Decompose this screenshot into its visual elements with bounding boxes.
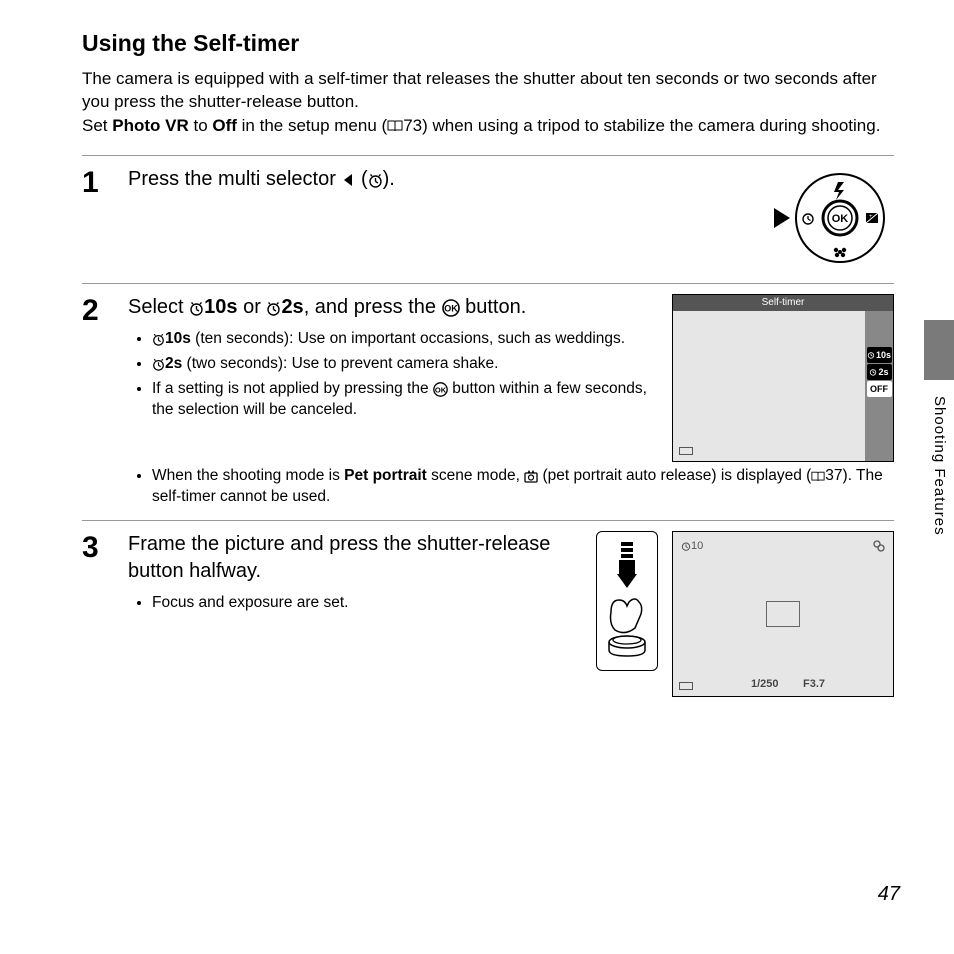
s2-10s: 10s bbox=[204, 296, 237, 318]
timer-icon bbox=[681, 541, 691, 551]
left-triangle-icon bbox=[341, 173, 355, 187]
battery-icon bbox=[679, 447, 693, 455]
svg-text:OK: OK bbox=[435, 385, 447, 394]
step-1-text-b: ( bbox=[355, 168, 367, 190]
intro-line1: The camera is equipped with a self-timer… bbox=[82, 69, 877, 111]
bullet-pet: When the shooting mode is Pet portrait s… bbox=[152, 466, 894, 508]
pet-portrait-icon bbox=[524, 470, 538, 483]
timer-icon bbox=[189, 301, 204, 316]
step-2: 2 Select 10s or 2s, and press the OK but… bbox=[82, 283, 894, 512]
shutter-press-figure bbox=[596, 531, 658, 671]
screen-side-options: 10s 2s OFF bbox=[865, 311, 893, 461]
side-tab bbox=[924, 320, 954, 380]
opt-10s-label: 10s bbox=[876, 350, 891, 360]
step-3: 3 Frame the picture and press the shutte… bbox=[82, 520, 894, 697]
sc-timer: 10 bbox=[691, 540, 703, 552]
s2-or: or bbox=[238, 296, 267, 318]
camera-screen-shooting: 10 1/250 F3.7 bbox=[672, 531, 894, 697]
step-3-bullets: Focus and exposure are set. bbox=[128, 593, 578, 614]
intro-off: Off bbox=[212, 116, 237, 135]
b4b: scene mode, bbox=[427, 467, 524, 484]
page-title: Using the Self-timer bbox=[82, 30, 894, 57]
step-1-figure: OK + bbox=[768, 166, 894, 275]
b2b: (two seconds): Use to prevent camera sha… bbox=[182, 355, 498, 372]
b4c: (pet portrait auto release) is displayed… bbox=[538, 467, 811, 484]
intro-part-b: in the setup menu ( bbox=[237, 116, 387, 135]
opt-2s-label: 2s bbox=[878, 367, 888, 377]
step-3-number: 3 bbox=[82, 533, 108, 697]
ok-button-icon: OK bbox=[433, 382, 448, 397]
step-1-text-c: ). bbox=[383, 168, 395, 190]
step-2-figure: Self-timer 10s 2s OFF bbox=[672, 294, 894, 462]
s2-head-b: , and press the bbox=[304, 296, 442, 318]
step-2-number: 2 bbox=[82, 296, 108, 512]
timer-icon bbox=[266, 301, 281, 316]
screen-timer-indicator: 10 bbox=[681, 540, 703, 552]
step-3-figures: 10 1/250 F3.7 bbox=[596, 531, 894, 697]
step-2-bullets-cont: When the shooting mode is Pet portrait s… bbox=[128, 466, 894, 508]
intro-ref: 73) when using a tripod to stabilize the… bbox=[403, 116, 880, 135]
step-1-heading: Press the multi selector (). bbox=[128, 166, 748, 193]
ok-button-icon: OK bbox=[442, 299, 460, 317]
svg-text:+: + bbox=[869, 214, 873, 220]
b2a: 2s bbox=[165, 355, 182, 372]
s2-head-a: Select bbox=[128, 296, 189, 318]
bullet-10s: 10s (ten seconds): Use on important occa… bbox=[152, 329, 652, 350]
camera-screen-selftimer: Self-timer 10s 2s OFF bbox=[672, 294, 894, 462]
screen-auto-icon bbox=[873, 540, 885, 555]
step-1-number: 1 bbox=[82, 168, 108, 275]
page-number: 47 bbox=[878, 883, 900, 906]
s2-head-c: button. bbox=[460, 296, 527, 318]
screen-title: Self-timer bbox=[673, 295, 893, 311]
shutter-speed: 1/250 bbox=[751, 678, 779, 690]
focus-frame bbox=[766, 601, 800, 627]
timer-icon bbox=[368, 173, 383, 188]
option-off: OFF bbox=[867, 381, 892, 397]
s2-2s: 2s bbox=[281, 296, 303, 318]
timer-icon bbox=[152, 333, 165, 346]
svg-text:OK: OK bbox=[444, 304, 458, 314]
book-ref-icon bbox=[811, 471, 825, 482]
step-1: 1 Press the multi selector (). OK + bbox=[82, 155, 894, 275]
svg-text:OK: OK bbox=[832, 213, 849, 225]
step-2-heading: Select 10s or 2s, and press the OK butto… bbox=[128, 294, 652, 321]
battery-icon bbox=[679, 682, 693, 690]
b1a: 10s bbox=[165, 330, 191, 347]
b4-pet: Pet portrait bbox=[344, 467, 427, 484]
b1b: (ten seconds): Use on important occasion… bbox=[191, 330, 625, 347]
bullet-cancel: If a setting is not applied by pressing … bbox=[152, 379, 652, 421]
step-1-text-a: Press the multi selector bbox=[128, 168, 341, 190]
intro-part-a: Set bbox=[82, 116, 112, 135]
aperture-value: F3.7 bbox=[803, 678, 825, 690]
intro-text: The camera is equipped with a self-timer… bbox=[82, 67, 894, 137]
option-2s: 2s bbox=[867, 364, 892, 380]
step-2-bullets: 10s (ten seconds): Use on important occa… bbox=[128, 329, 652, 421]
book-ref-icon bbox=[387, 120, 403, 132]
multi-selector-icon: OK + bbox=[768, 166, 894, 270]
section-label: Shooting Features bbox=[931, 396, 948, 536]
intro-to: to bbox=[189, 116, 213, 135]
b3a: If a setting is not applied by pressing … bbox=[152, 380, 433, 397]
bullet-2s: 2s (two seconds): Use to prevent camera … bbox=[152, 354, 652, 375]
intro-photo-vr: Photo VR bbox=[112, 116, 189, 135]
b4a: When the shooting mode is bbox=[152, 467, 344, 484]
option-10s: 10s bbox=[867, 347, 892, 363]
step-3-heading: Frame the picture and press the shutter-… bbox=[128, 531, 578, 585]
timer-icon bbox=[152, 358, 165, 371]
bullet-focus: Focus and exposure are set. bbox=[152, 593, 578, 614]
